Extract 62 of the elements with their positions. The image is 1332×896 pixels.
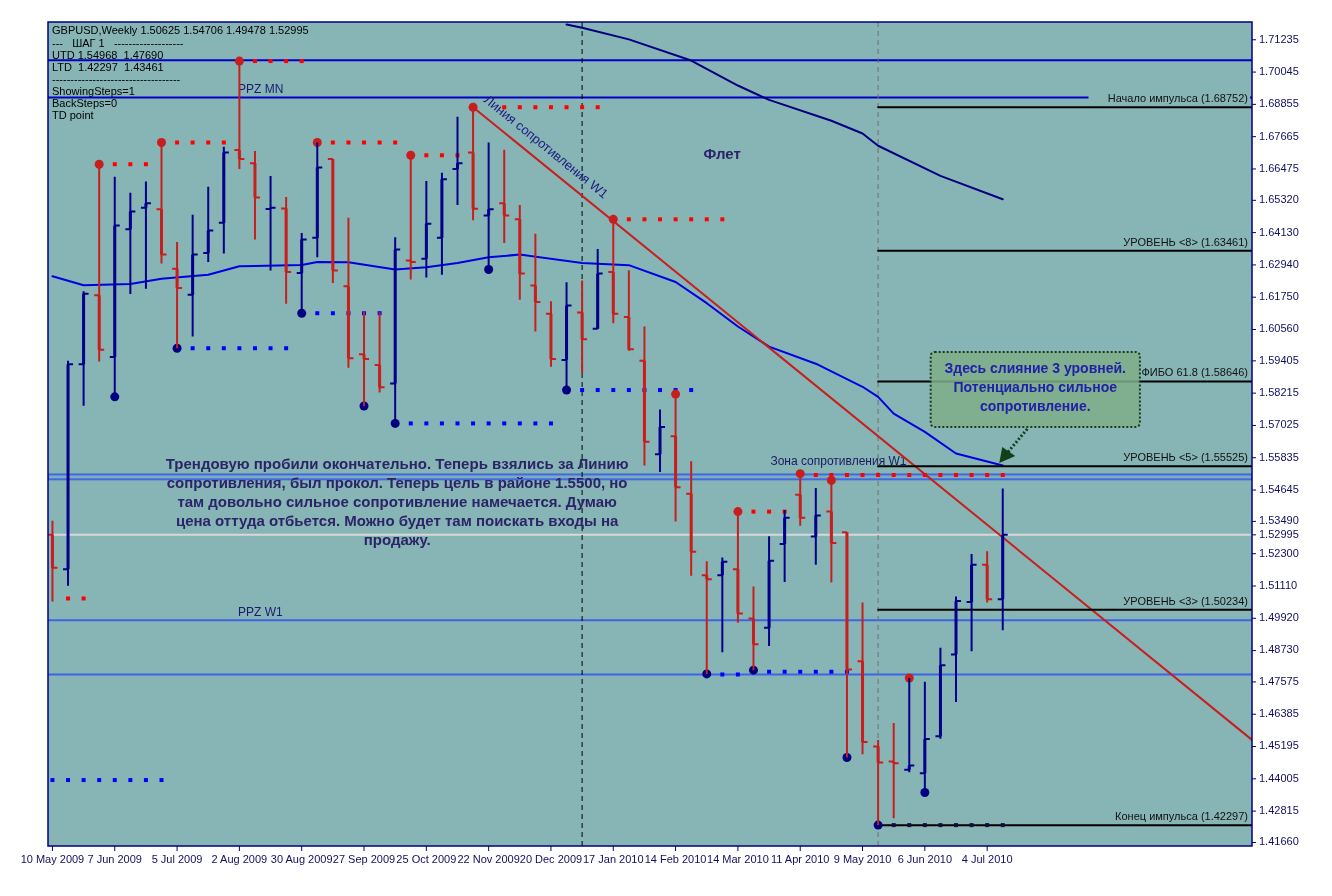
y-tick-label: 1.60560 [1259,322,1299,335]
annotation: Флет [703,144,741,162]
y-tick-label: 1.70045 [1259,64,1299,77]
annotation: LTD 1.42297 1.43461 [52,61,164,73]
x-tick-label: 27 Sep 2009 [332,853,396,865]
annotation: TD point [52,109,94,121]
chart-title: GBPUSD,Weekly 1.50625 1.54706 1.49478 1.52995 [52,24,309,36]
y-tick-label: 1.42815 [1259,804,1299,817]
y-tick-label: 1.61750 [1259,290,1299,303]
x-tick-label: 9 May 2010 [833,853,892,865]
x-tick-label: 7 Jun 2009 [87,853,142,865]
x-tick-label: 4 Jul 2010 [961,853,1013,865]
y-tick-label: 1.65320 [1259,193,1299,206]
x-tick-label: 22 Nov 2009 [457,853,520,865]
x-tick-label: 2 Aug 2009 [211,853,268,865]
x-tick-label: 14 Mar 2010 [707,853,769,865]
y-tick-label: 1.53490 [1259,514,1299,527]
y-tick-label: 1.64130 [1259,225,1299,238]
x-tick-label: 10 May 2009 [20,853,85,865]
series-label: УРОВЕНЬ <3> (1.50234) [1123,594,1248,607]
x-tick-label: 20 Dec 2009 [519,853,583,865]
annotation: BackSteps=0 [52,97,118,109]
y-tick-label: 1.67665 [1259,129,1299,142]
y-tick-label: 1.54645 [1259,482,1299,495]
x-tick-label: 25 Oct 2009 [396,853,457,865]
annotation: ShowingSteps=1 [52,85,135,97]
y-tick-label: 1.52300 [1259,546,1299,559]
annotation: Трендовую пробили окончательно. Теперь взялись за Линию сопротивления, был прокол. Теперь цель в районе 1.5500, но там довольно сильное сопротивление намечается. Думаю цена оттуда отбьется. Можно будет там поискать входы на продажу. [165,455,629,549]
band-label: Зона сопротивления W1 [770,454,907,469]
series-label: ФИБО 61.8 (1.58646) [1141,366,1248,379]
y-tick-label: 1.57025 [1259,418,1299,431]
annotation: Здесь слияние 3 уровней. Потенциально сильное сопротивление. [944,359,1127,414]
y-tick-label: 1.48730 [1259,643,1299,656]
series-label: Конец импульса (1.42297) [1115,810,1248,823]
y-tick-label: 1.41660 [1259,835,1299,848]
series-label: Начало импульса (1.68752) [1107,92,1248,105]
y-tick-label: 1.62940 [1259,257,1299,270]
y-tick-label: 1.58215 [1259,386,1299,399]
y-tick-label: 1.46385 [1259,707,1299,720]
annotation: --- ШАГ 1 ------------------- [52,37,184,49]
y-tick-label: 1.49920 [1259,611,1299,624]
series-label: УРОВЕНЬ <5> (1.55525) [1123,451,1248,464]
ref-line-label: PPZ W1 [238,605,283,620]
y-tick-label: 1.66475 [1259,161,1299,174]
annotation: ----------------------------------- [52,73,181,85]
y-tick-label: 1.45195 [1259,739,1299,752]
y-tick-label: 1.51110 [1259,578,1298,591]
y-tick-label: 1.52995 [1259,527,1299,540]
x-tick-label: 30 Aug 2009 [270,853,333,865]
annotation: UTD 1.54968 1.47690 [52,49,164,61]
y-tick-label: 1.68855 [1259,97,1299,110]
x-tick-label: 11 Apr 2010 [770,853,830,865]
x-tick-label: 6 Jun 2010 [897,853,953,865]
x-tick-label: 5 Jul 2009 [151,853,203,865]
y-tick-label: 1.59405 [1259,353,1299,366]
y-tick-label: 1.71235 [1259,32,1299,45]
series-label: УРОВЕНЬ <8> (1.63461) [1123,235,1248,248]
x-tick-label: 17 Jan 2010 [583,853,644,865]
y-tick-label: 1.55835 [1259,450,1299,463]
x-tick-label: 14 Feb 2010 [644,853,707,865]
y-tick-label: 1.44005 [1259,771,1299,784]
y-tick-label: 1.47575 [1259,674,1299,687]
